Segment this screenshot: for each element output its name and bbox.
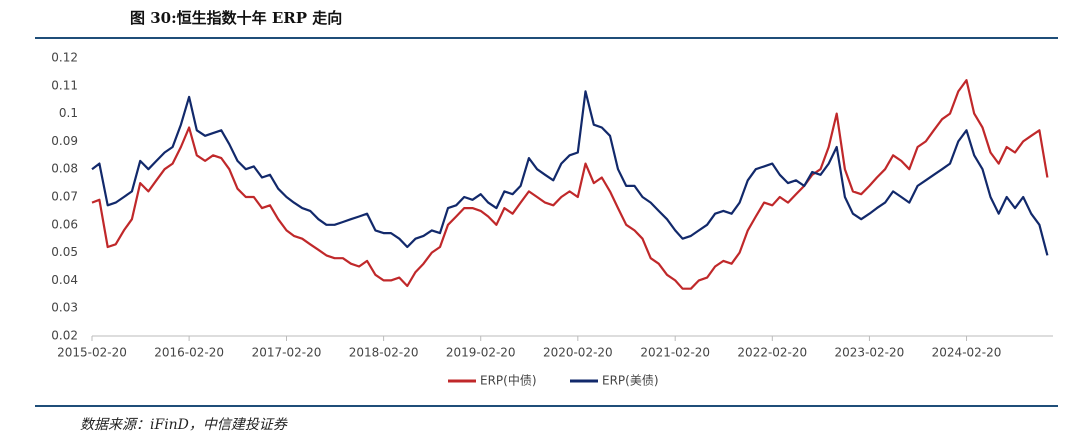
- x-tick-label: 2020-02-20: [543, 346, 613, 360]
- x-tick-label: 2018-02-20: [349, 346, 419, 360]
- x-tick-label: 2023-02-20: [835, 346, 905, 360]
- y-tick-label: 0.06: [51, 217, 78, 231]
- x-tick-label: 2022-02-20: [737, 346, 807, 360]
- y-tick-label: 0.05: [51, 245, 78, 259]
- x-tick-label: 2024-02-20: [932, 346, 1002, 360]
- x-tick-label: 2021-02-20: [640, 346, 710, 360]
- y-tick-label: 0.04: [51, 273, 78, 287]
- y-tick-label: 0.12: [51, 51, 78, 65]
- legend-label: ERP(中债): [480, 373, 537, 388]
- chart-title: 图 30:恒生指数十年 ERP 走向: [130, 9, 342, 27]
- y-tick-label: 0.03: [51, 301, 78, 315]
- x-tick-label: 2016-02-20: [154, 346, 224, 360]
- y-tick-label: 0.11: [51, 78, 78, 92]
- legend-label: ERP(美债): [602, 374, 659, 388]
- y-tick-label: 0.09: [51, 134, 78, 148]
- source-note: 数据来源：iFinD，中信建投证券: [80, 417, 288, 433]
- x-tick-label: 2015-02-20: [57, 346, 127, 360]
- y-tick-label: 0.1: [59, 106, 78, 120]
- x-tick-label: 2019-02-20: [446, 346, 516, 360]
- y-tick-label: 0.02: [51, 329, 78, 343]
- y-tick-label: 0.08: [51, 162, 78, 176]
- series-line: [91, 90, 1049, 256]
- x-tick-label: 2017-02-20: [252, 346, 322, 360]
- series-line: [91, 79, 1049, 290]
- y-tick-label: 0.07: [51, 190, 78, 204]
